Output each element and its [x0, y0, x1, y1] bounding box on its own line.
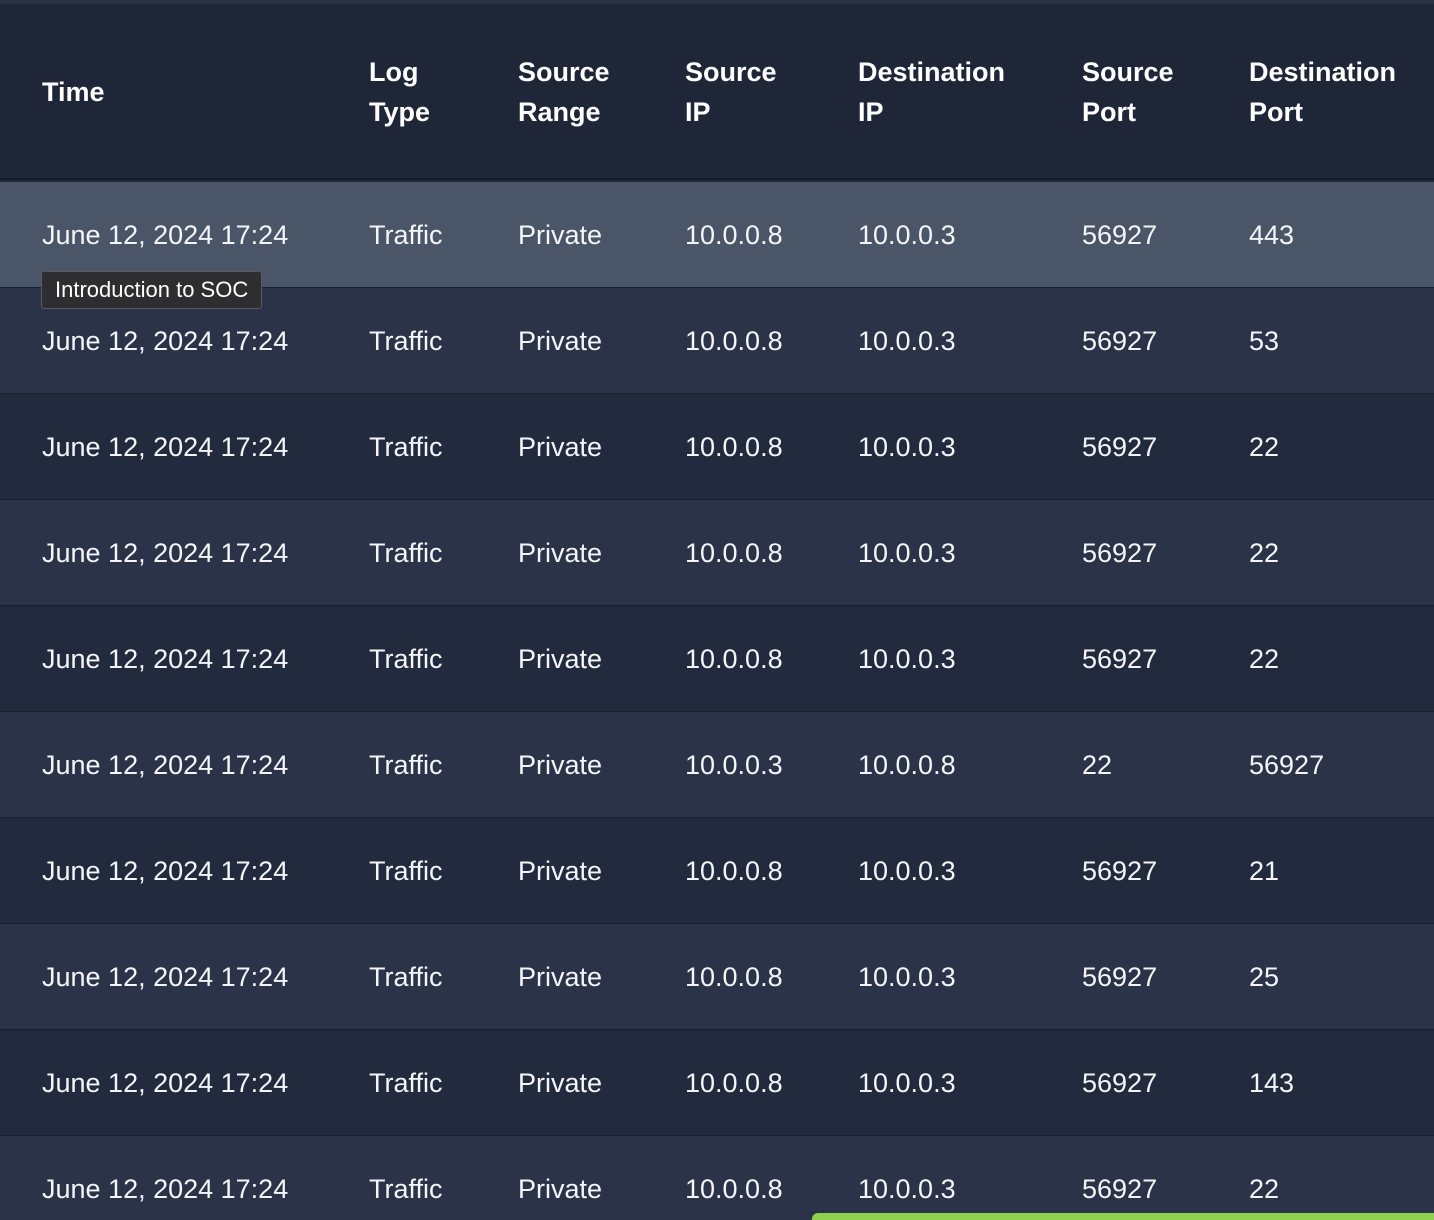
column-header-time[interactable]: Time — [42, 77, 105, 107]
cell-source-range: Private — [518, 325, 603, 356]
cell-source-ip: 10.0.0.8 — [685, 855, 783, 886]
cell-source-ip: 10.0.0.8 — [685, 219, 783, 250]
cell-source-range: Private — [518, 961, 603, 992]
cell-destination-ip: 10.0.0.3 — [858, 961, 956, 992]
cell-source-port: 22 — [1082, 749, 1113, 780]
cell-log-type: Traffic — [369, 431, 443, 462]
cell-source-ip: 10.0.0.3 — [685, 749, 783, 780]
cell-source-range: Private — [518, 1173, 603, 1204]
cell-source-range: Private — [518, 537, 603, 568]
cell-destination-ip: 10.0.0.3 — [858, 643, 956, 674]
cell-destination-port: 143 — [1249, 1067, 1295, 1098]
table-header: Time Log Type Source Range Source IP Des… — [0, 4, 1434, 180]
cell-source-range: Private — [518, 1067, 603, 1098]
cell-source-ip: 10.0.0.8 — [685, 431, 783, 462]
cell-source-range: Private — [518, 855, 603, 886]
table-row[interactable]: June 12, 2024 17:24 Traffic Private 10.0… — [0, 394, 1434, 500]
cell-time: June 12, 2024 17:24 — [42, 855, 289, 886]
cell-source-ip: 10.0.0.8 — [685, 537, 783, 568]
column-header-log-type[interactable]: Log Type — [369, 57, 431, 127]
table-row[interactable]: June 12, 2024 17:24 Traffic Private 10.0… — [0, 924, 1434, 1030]
cell-destination-ip: 10.0.0.3 — [858, 1173, 956, 1204]
cell-source-port: 56927 — [1082, 1173, 1158, 1204]
tooltip: Introduction to SOC — [41, 271, 263, 309]
column-header-destination-port[interactable]: Destination Port — [1249, 57, 1397, 127]
table-row[interactable]: June 12, 2024 17:24 Traffic Private 10.0… — [0, 818, 1434, 924]
cell-source-ip: 10.0.0.8 — [685, 1173, 783, 1204]
cell-destination-ip: 10.0.0.3 — [858, 431, 956, 462]
cell-log-type: Traffic — [369, 855, 443, 886]
column-header-source-port[interactable]: Source Port — [1082, 57, 1174, 127]
cell-destination-port: 22 — [1249, 643, 1280, 674]
cell-source-ip: 10.0.0.8 — [685, 325, 783, 356]
cell-time: June 12, 2024 17:24 — [42, 749, 289, 780]
cell-destination-ip: 10.0.0.3 — [858, 537, 956, 568]
cell-destination-port: 25 — [1249, 961, 1280, 992]
cell-destination-ip: 10.0.0.3 — [858, 1067, 956, 1098]
cell-log-type: Traffic — [369, 537, 443, 568]
cell-destination-ip: 10.0.0.3 — [858, 325, 956, 356]
cell-log-type: Traffic — [369, 643, 443, 674]
cell-time: June 12, 2024 17:24 — [42, 643, 289, 674]
table-row[interactable]: June 12, 2024 17:24 Traffic Private 10.0… — [0, 182, 1434, 288]
table-row[interactable]: June 12, 2024 17:24 Traffic Private 10.0… — [0, 1136, 1434, 1220]
cell-time: June 12, 2024 17:24 — [42, 219, 289, 250]
cell-source-range: Private — [518, 219, 603, 250]
cell-time: June 12, 2024 17:24 — [42, 1173, 289, 1204]
table-row[interactable]: June 12, 2024 17:24 Traffic Private 10.0… — [0, 500, 1434, 606]
cell-log-type: Traffic — [369, 219, 443, 250]
cell-log-type: Traffic — [369, 325, 443, 356]
cell-time: June 12, 2024 17:24 — [42, 325, 289, 356]
cell-time: June 12, 2024 17:24 — [42, 431, 289, 462]
table-row[interactable]: June 12, 2024 17:24 Traffic Private 10.0… — [0, 606, 1434, 712]
cell-destination-port: 22 — [1249, 537, 1280, 568]
column-header-destination-ip[interactable]: Destination IP — [858, 57, 1006, 127]
column-header-source-range[interactable]: Source Range — [518, 57, 610, 127]
cell-destination-port: 21 — [1249, 855, 1280, 886]
cell-destination-ip: 10.0.0.3 — [858, 855, 956, 886]
accent-bar — [812, 1213, 1434, 1220]
table-row[interactable]: June 12, 2024 17:24 Traffic Private 10.0… — [0, 1030, 1434, 1136]
cell-destination-port: 443 — [1249, 219, 1295, 250]
cell-log-type: Traffic — [369, 961, 443, 992]
cell-source-range: Private — [518, 431, 603, 462]
cell-source-port: 56927 — [1082, 219, 1158, 250]
table-row[interactable]: June 12, 2024 17:24 Traffic Private 10.0… — [0, 712, 1434, 818]
cell-source-port: 56927 — [1082, 431, 1158, 462]
cell-source-range: Private — [518, 643, 603, 674]
cell-log-type: Traffic — [369, 1173, 443, 1204]
cell-source-ip: 10.0.0.8 — [685, 1067, 783, 1098]
cell-source-port: 56927 — [1082, 643, 1158, 674]
cell-source-ip: 10.0.0.8 — [685, 643, 783, 674]
cell-log-type: Traffic — [369, 1067, 443, 1098]
top-divider — [0, 0, 1434, 4]
cell-time: June 12, 2024 17:24 — [42, 1067, 289, 1098]
cell-source-ip: 10.0.0.8 — [685, 961, 783, 992]
cell-source-port: 56927 — [1082, 855, 1158, 886]
cell-destination-ip: 10.0.0.8 — [858, 749, 956, 780]
cell-source-port: 56927 — [1082, 537, 1158, 568]
cell-source-port: 56927 — [1082, 961, 1158, 992]
cell-time: June 12, 2024 17:24 — [42, 961, 289, 992]
cell-destination-port: 56927 — [1249, 749, 1325, 780]
cell-time: June 12, 2024 17:24 — [42, 537, 289, 568]
cell-source-port: 56927 — [1082, 325, 1158, 356]
cell-source-port: 56927 — [1082, 1067, 1158, 1098]
column-header-source-ip[interactable]: Source IP — [685, 57, 777, 127]
cell-destination-port: 22 — [1249, 1173, 1280, 1204]
cell-source-range: Private — [518, 749, 603, 780]
cell-destination-ip: 10.0.0.3 — [858, 219, 956, 250]
cell-destination-port: 53 — [1249, 325, 1280, 356]
cell-destination-port: 22 — [1249, 431, 1280, 462]
cell-log-type: Traffic — [369, 749, 443, 780]
